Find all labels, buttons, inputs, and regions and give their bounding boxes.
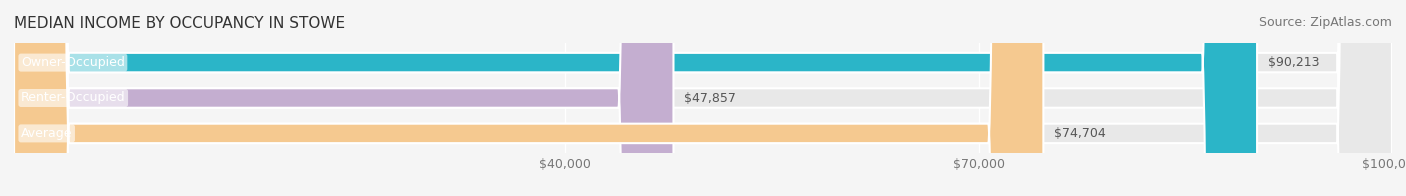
Text: Renter-Occupied: Renter-Occupied: [21, 92, 125, 104]
Text: $74,704: $74,704: [1054, 127, 1107, 140]
Text: Source: ZipAtlas.com: Source: ZipAtlas.com: [1258, 16, 1392, 29]
FancyBboxPatch shape: [14, 0, 673, 196]
Text: Owner-Occupied: Owner-Occupied: [21, 56, 125, 69]
Text: Average: Average: [21, 127, 73, 140]
FancyBboxPatch shape: [14, 0, 1392, 196]
FancyBboxPatch shape: [14, 0, 1043, 196]
Text: $47,857: $47,857: [685, 92, 737, 104]
Text: $90,213: $90,213: [1268, 56, 1320, 69]
FancyBboxPatch shape: [14, 0, 1392, 196]
Text: MEDIAN INCOME BY OCCUPANCY IN STOWE: MEDIAN INCOME BY OCCUPANCY IN STOWE: [14, 16, 346, 31]
FancyBboxPatch shape: [14, 0, 1392, 196]
FancyBboxPatch shape: [14, 0, 1257, 196]
